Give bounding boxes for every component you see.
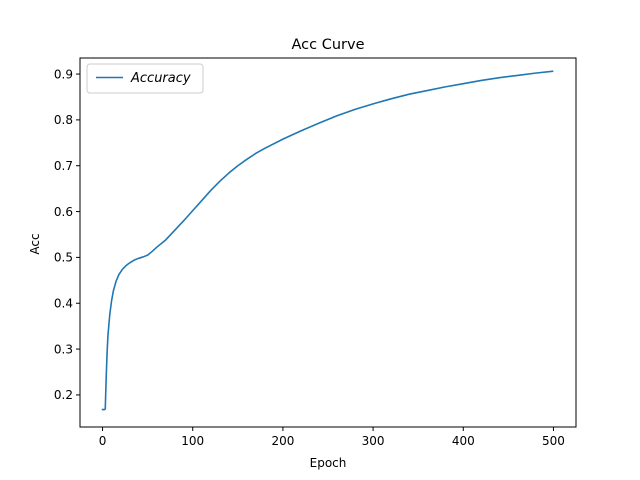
legend: Accuracy xyxy=(86,63,204,94)
x-tick-label: 400 xyxy=(452,434,475,448)
legend-label-accuracy: Accuracy xyxy=(130,71,191,86)
x-axis-ticks: 0 100 200 300 400 500 xyxy=(99,427,565,448)
y-tick-label: 0.7 xyxy=(54,159,73,173)
x-tick-label: 300 xyxy=(362,434,385,448)
axes-spines xyxy=(79,57,577,428)
y-tick-label: 0.5 xyxy=(54,251,73,265)
plot-background xyxy=(80,58,576,427)
y-tick-label: 0.9 xyxy=(54,67,73,81)
y-tick-label: 0.4 xyxy=(54,297,73,311)
y-axis-ticks: 0.2 0.3 0.4 0.5 0.6 0.7 0.8 0.9 xyxy=(54,67,80,402)
x-tick-label: 500 xyxy=(542,434,565,448)
series-line-accuracy xyxy=(101,70,554,411)
y-tick-label: 0.2 xyxy=(54,388,73,402)
series-layer xyxy=(101,70,554,411)
legend-box xyxy=(86,63,204,94)
axes-frame xyxy=(79,57,577,428)
chart-title: Acc Curve xyxy=(292,37,365,53)
x-tick-label: 0 xyxy=(99,434,107,448)
x-axis-label: Epoch xyxy=(310,456,347,470)
y-axis-label: Acc xyxy=(28,233,42,254)
y-tick-label: 0.3 xyxy=(54,342,73,356)
plot-area xyxy=(80,58,576,427)
y-tick-label: 0.6 xyxy=(54,205,73,219)
x-tick-label: 100 xyxy=(181,434,204,448)
y-tick-label: 0.8 xyxy=(54,113,73,127)
x-tick-label: 200 xyxy=(271,434,294,448)
